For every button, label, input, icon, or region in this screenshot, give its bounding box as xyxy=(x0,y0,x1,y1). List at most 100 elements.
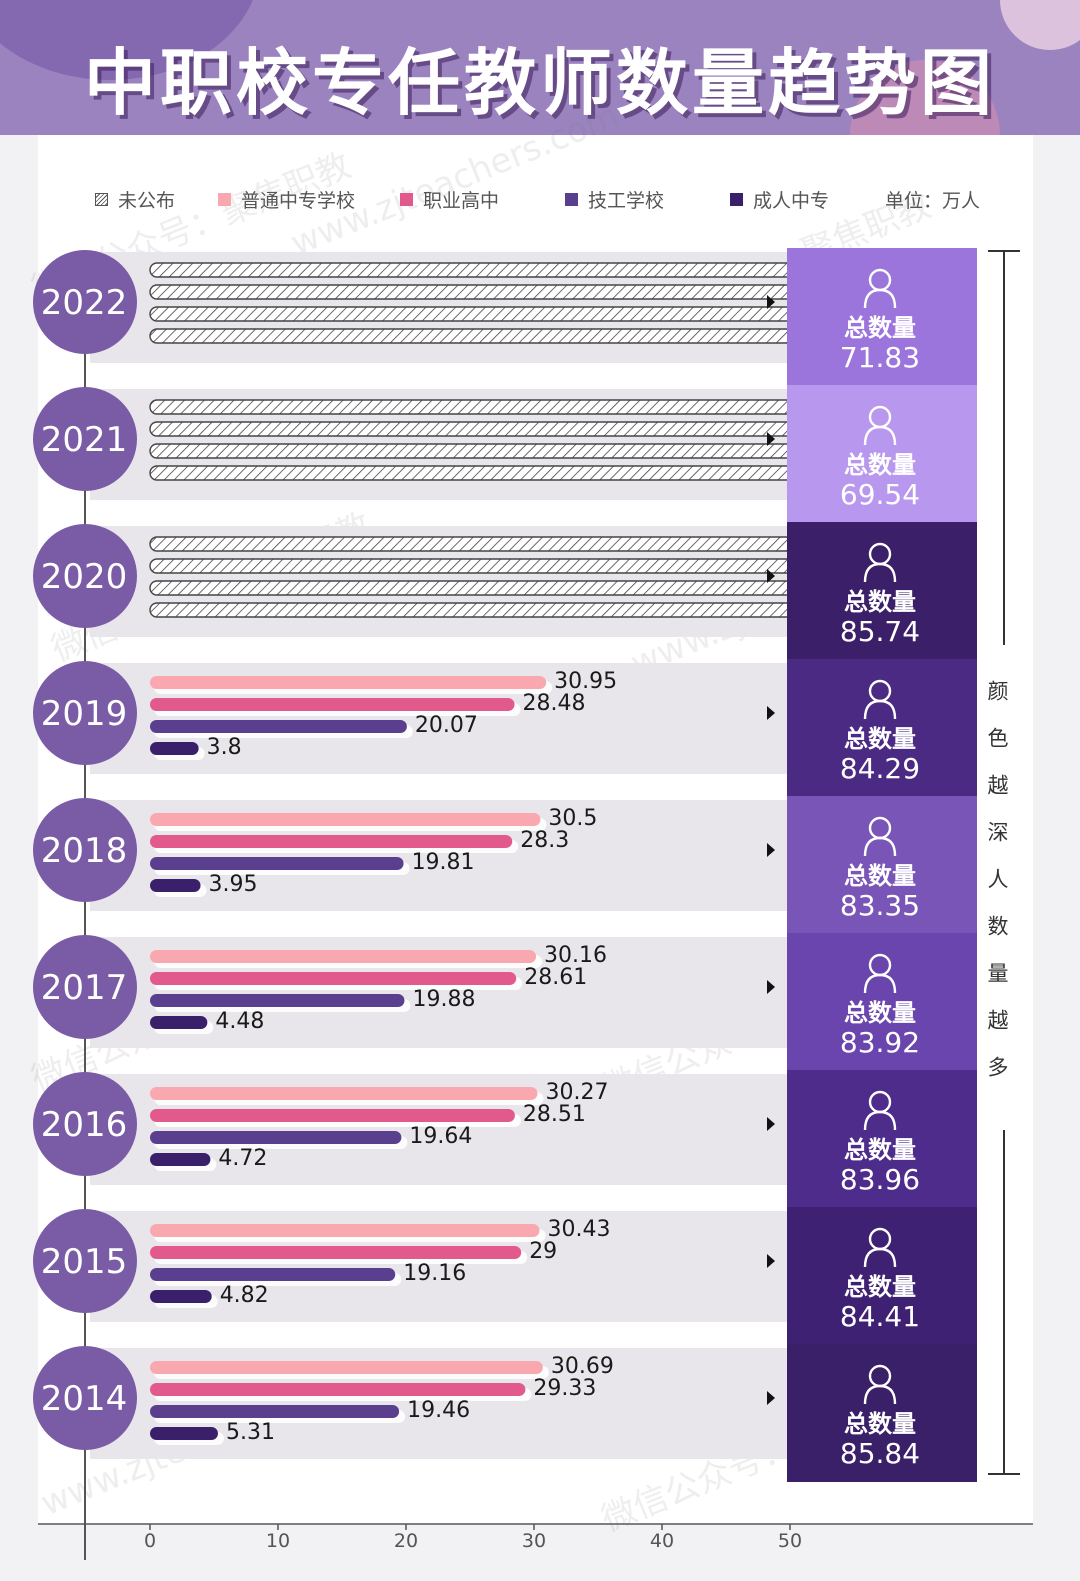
unit-label: 单位：万人 xyxy=(885,190,981,212)
total-caption: 总数量 xyxy=(844,451,916,479)
total-caption: 总数量 xyxy=(844,1136,916,1164)
row-arrow xyxy=(767,295,775,309)
legend-item-vocational-high: 职业高中 xyxy=(400,186,499,213)
value-label: 29.33 xyxy=(533,1376,596,1401)
row-arrow xyxy=(767,1117,775,1131)
row-arrow xyxy=(767,432,775,446)
unpublished-bar xyxy=(149,306,794,322)
value-label: 28.51 xyxy=(523,1102,586,1127)
year-label: 2019 xyxy=(41,694,128,734)
legend-item-adult: 成人中专 xyxy=(730,186,829,213)
total-caption: 总数量 xyxy=(844,314,916,342)
value-label: 19.64 xyxy=(409,1124,472,1149)
row-arrow xyxy=(767,843,775,857)
year-circle xyxy=(33,250,137,354)
value-label: 30.43 xyxy=(548,1217,611,1242)
bar-职业高中 xyxy=(150,1246,522,1259)
total-value: 85.74 xyxy=(840,615,920,648)
row-arrow xyxy=(767,706,775,720)
scale-line xyxy=(1003,1130,1005,1475)
legend-label: 普通中专学校 xyxy=(241,190,356,212)
unpublished-bar xyxy=(149,602,794,618)
bar-技工学校 xyxy=(150,857,404,870)
bar-技工学校 xyxy=(150,1405,400,1418)
bar-职业高中 xyxy=(150,698,515,711)
year-circle xyxy=(33,387,137,491)
bar-普通中专学校 xyxy=(150,676,547,689)
unpublished-bar xyxy=(149,536,794,552)
year-circle xyxy=(33,661,137,765)
value-label: 19.16 xyxy=(403,1261,466,1286)
value-label: 29 xyxy=(529,1239,557,1264)
bar-普通中专学校 xyxy=(150,813,541,826)
person-icon xyxy=(863,288,897,309)
color-scale-note: 颜色越深人数量越多 xyxy=(985,250,1020,1475)
total-value: 84.29 xyxy=(840,752,920,785)
value-label: 30.95 xyxy=(554,669,617,694)
value-label: 19.46 xyxy=(407,1398,470,1423)
bar-成人中专 xyxy=(150,879,201,892)
legend-swatch xyxy=(218,193,231,206)
value-label: 30.69 xyxy=(551,1354,614,1379)
value-label: 3.8 xyxy=(207,735,242,760)
year-label: 2015 xyxy=(41,1242,128,1282)
total-caption: 总数量 xyxy=(844,725,916,753)
x-tick-label: 20 xyxy=(394,1530,418,1552)
value-label: 3.95 xyxy=(209,872,258,897)
x-tick-label: 40 xyxy=(650,1530,674,1552)
value-label: 5.31 xyxy=(226,1420,275,1445)
value-label: 30.5 xyxy=(548,806,597,831)
bar-技工学校 xyxy=(150,1268,396,1281)
person-icon xyxy=(863,1110,897,1131)
unpublished-bar xyxy=(149,443,794,459)
legend-swatch xyxy=(95,193,108,206)
year-circle xyxy=(33,524,137,628)
person-icon xyxy=(863,425,897,446)
person-icon xyxy=(863,973,897,994)
legend-swatch xyxy=(400,193,413,206)
title-banner: 中职校专任教师数量趋势图 xyxy=(0,0,1080,135)
bar-普通中专学校 xyxy=(150,1361,543,1374)
value-label: 30.16 xyxy=(544,943,607,968)
bar-成人中专 xyxy=(150,1153,211,1166)
legend-item-unpublished: 未公布 xyxy=(95,186,175,213)
row-arrow xyxy=(767,1254,775,1268)
year-circle xyxy=(33,1346,137,1450)
side-note: 颜色越深人数量越多 xyxy=(985,680,1009,1103)
person-icon xyxy=(863,699,897,720)
total-caption: 总数量 xyxy=(844,999,916,1027)
year-circle xyxy=(33,935,137,1039)
total-caption: 总数量 xyxy=(844,1410,916,1438)
unpublished-bar xyxy=(149,284,794,300)
unpublished-bar xyxy=(149,465,794,481)
value-label: 20.07 xyxy=(415,713,478,738)
value-label: 19.81 xyxy=(412,850,475,875)
value-label: 30.27 xyxy=(545,1080,608,1105)
unpublished-bar xyxy=(149,262,794,278)
bar-普通中专学校 xyxy=(150,950,537,963)
total-value: 83.35 xyxy=(840,889,920,922)
year-label: 2018 xyxy=(41,831,128,871)
x-tick-label: 10 xyxy=(266,1530,290,1552)
chart-title: 中职校专任教师数量趋势图 xyxy=(83,41,996,125)
total-caption: 总数量 xyxy=(844,862,916,890)
row-arrow xyxy=(767,980,775,994)
x-tick-label: 50 xyxy=(778,1530,802,1552)
value-label: 4.72 xyxy=(218,1146,267,1171)
bar-普通中专学校 xyxy=(150,1224,540,1237)
year-label: 2020 xyxy=(41,557,128,597)
value-label: 28.48 xyxy=(523,691,586,716)
legend-swatch xyxy=(565,193,578,206)
year-label: 2022 xyxy=(41,283,128,323)
legend: 未公布 普通中专学校 职业高中 技工学校 成人中专 单位：万人 xyxy=(90,186,1010,216)
person-icon xyxy=(863,1384,897,1405)
person-icon xyxy=(863,836,897,857)
